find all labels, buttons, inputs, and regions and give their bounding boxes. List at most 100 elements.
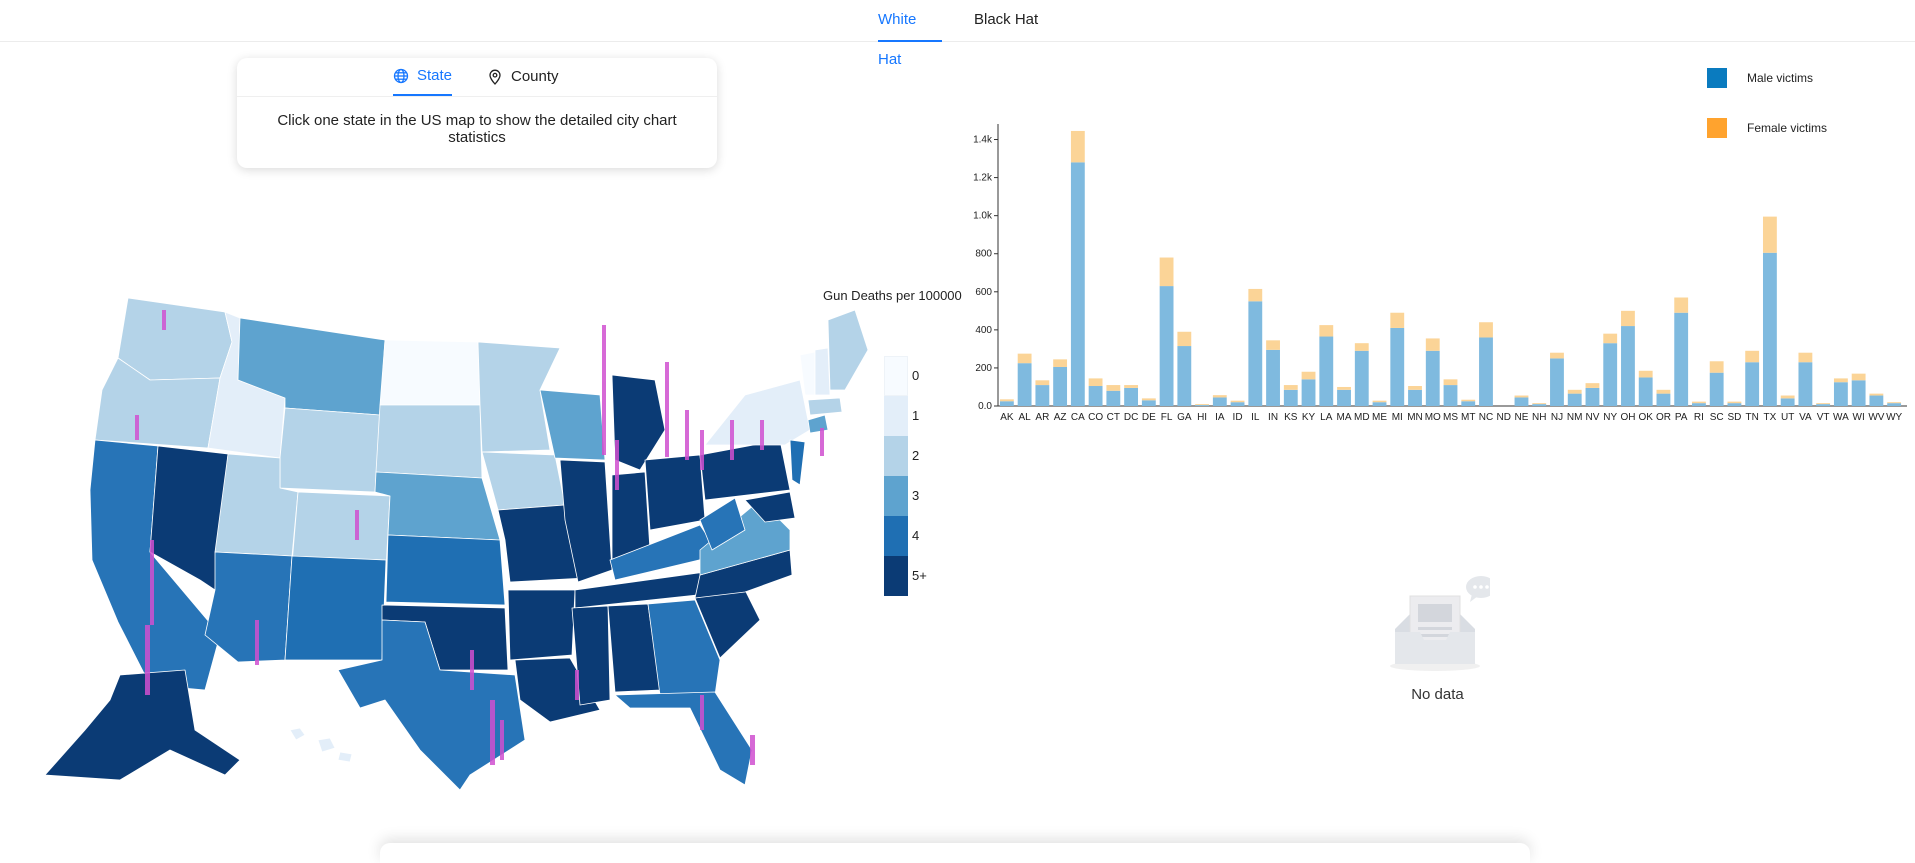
us-map[interactable] bbox=[0, 230, 870, 790]
bar-male-ky bbox=[1301, 379, 1316, 406]
x-tick-label: NJ bbox=[1551, 412, 1563, 423]
y-tick-label: 1.2k bbox=[973, 173, 993, 184]
x-tick-label: OK bbox=[1638, 412, 1653, 423]
state-NV bbox=[149, 445, 229, 591]
tab-white-hat[interactable]: White Hat bbox=[878, 0, 942, 68]
bar-male-nm bbox=[1567, 393, 1582, 406]
tab-black-hat[interactable]: Black Hat bbox=[974, 11, 1039, 28]
bar-female-me bbox=[1372, 400, 1387, 403]
x-tick-label: AR bbox=[1035, 412, 1049, 423]
bar-female-ia bbox=[1212, 395, 1227, 398]
bar-female-la bbox=[1319, 325, 1334, 337]
x-tick-label: WI bbox=[1853, 412, 1865, 423]
bar-male-dc bbox=[1124, 387, 1139, 406]
state-WY bbox=[279, 407, 381, 493]
x-tick-label: AZ bbox=[1054, 412, 1067, 423]
tab-state[interactable]: State bbox=[393, 58, 453, 96]
bar-female-al bbox=[1017, 353, 1032, 364]
state-IL bbox=[559, 459, 613, 583]
bar-male-oh bbox=[1621, 326, 1635, 406]
bar-female-ct bbox=[1106, 385, 1121, 391]
x-tick-label: MA bbox=[1337, 412, 1352, 423]
state-WI bbox=[539, 389, 606, 461]
x-tick-label: TN bbox=[1745, 412, 1758, 423]
state-WA bbox=[117, 297, 233, 381]
bar-female-ks bbox=[1283, 385, 1298, 390]
state-ND bbox=[379, 339, 481, 406]
x-tick-label: AL bbox=[1019, 412, 1032, 423]
state-NH bbox=[814, 347, 831, 396]
x-tick-label: NH bbox=[1532, 412, 1546, 423]
bar-male-ok bbox=[1638, 377, 1653, 406]
bar-male-fl bbox=[1159, 286, 1174, 406]
bar-female-tx bbox=[1762, 216, 1777, 253]
bar-male-wa bbox=[1833, 382, 1848, 406]
y-tick-label: 800 bbox=[975, 249, 992, 260]
chart-legend-female: Female victims bbox=[1707, 118, 1827, 138]
bar-male-ar bbox=[1035, 385, 1050, 406]
bar-male-hi bbox=[1195, 405, 1209, 406]
bottom-panel-edge bbox=[380, 843, 1530, 863]
legend-swatch bbox=[884, 356, 908, 396]
bar-female-co bbox=[1088, 378, 1103, 387]
x-tick-label: CA bbox=[1071, 412, 1085, 423]
bar-female-nv bbox=[1585, 383, 1600, 388]
location-pin-icon bbox=[487, 69, 503, 85]
x-tick-label: CT bbox=[1107, 412, 1120, 423]
bar-male-ny bbox=[1603, 343, 1618, 406]
bar-male-ms bbox=[1443, 385, 1458, 406]
legend-item: 0 bbox=[884, 356, 944, 396]
legend-swatch bbox=[884, 556, 908, 596]
bar-male-mn bbox=[1408, 389, 1422, 406]
legend-item: 3 bbox=[884, 476, 944, 516]
bar-male-nh bbox=[1532, 404, 1547, 406]
bar-male-in bbox=[1266, 349, 1280, 406]
legend-label: 3 bbox=[912, 488, 920, 503]
state-SD bbox=[375, 404, 483, 479]
bar-female-ma bbox=[1337, 386, 1351, 390]
top-tab-bar: White Hat Black Hat bbox=[0, 0, 1915, 68]
bar-male-sc bbox=[1709, 372, 1724, 406]
bar-male-nj bbox=[1550, 358, 1564, 406]
x-tick-label: AK bbox=[1000, 412, 1014, 423]
state-VT bbox=[799, 351, 816, 396]
x-tick-label: PA bbox=[1675, 412, 1688, 423]
bar-male-co bbox=[1088, 386, 1103, 406]
bar-male-tn bbox=[1745, 362, 1760, 406]
map-legend: 0 1 2 3 4 5+ bbox=[884, 356, 944, 596]
bar-male-al bbox=[1017, 363, 1032, 406]
bar-male-ri bbox=[1692, 403, 1706, 406]
mode-card: State County Click one state in the US m… bbox=[237, 58, 717, 168]
bar-male-tx bbox=[1762, 252, 1777, 406]
legend-swatch bbox=[884, 436, 908, 476]
bar-male-id bbox=[1230, 402, 1245, 406]
x-tick-label: SC bbox=[1710, 412, 1724, 423]
state-PA bbox=[699, 439, 791, 501]
bar-female-tn bbox=[1745, 350, 1760, 363]
x-tick-label: IN bbox=[1268, 412, 1278, 423]
legend-swatch-female bbox=[1707, 118, 1727, 138]
bar-female-nj bbox=[1550, 352, 1564, 359]
bar-male-ga bbox=[1177, 346, 1192, 406]
x-tick-label: NC bbox=[1479, 412, 1493, 423]
legend-swatch-male bbox=[1707, 68, 1727, 88]
bar-female-nh bbox=[1532, 403, 1547, 405]
x-tick-label: GA bbox=[1177, 412, 1192, 423]
state-IA bbox=[481, 451, 566, 511]
state-AR bbox=[507, 589, 576, 661]
legend-label: 2 bbox=[912, 448, 920, 463]
bar-male-mo bbox=[1425, 350, 1440, 406]
tab-county[interactable]: County bbox=[487, 58, 559, 96]
victims-bar-chart: 0.0 200 400 600 800 1.0k 1.2k 1.4k AK AL AR AZ CA CO C… bbox=[973, 124, 1907, 423]
bar-male-mt bbox=[1461, 401, 1476, 406]
bar-male-ne bbox=[1514, 397, 1529, 406]
x-tick-label: IL bbox=[1251, 412, 1260, 423]
bar-female-ms bbox=[1443, 379, 1458, 386]
bar-male-de bbox=[1141, 400, 1156, 406]
bar-female-mi bbox=[1390, 312, 1405, 328]
bar-male-sd bbox=[1727, 403, 1742, 406]
legend-swatch bbox=[884, 396, 908, 436]
x-tick-label: NY bbox=[1603, 412, 1617, 423]
map-legend-title: Gun Deaths per 100000 bbox=[823, 288, 962, 303]
bar-female-ok bbox=[1638, 370, 1653, 378]
